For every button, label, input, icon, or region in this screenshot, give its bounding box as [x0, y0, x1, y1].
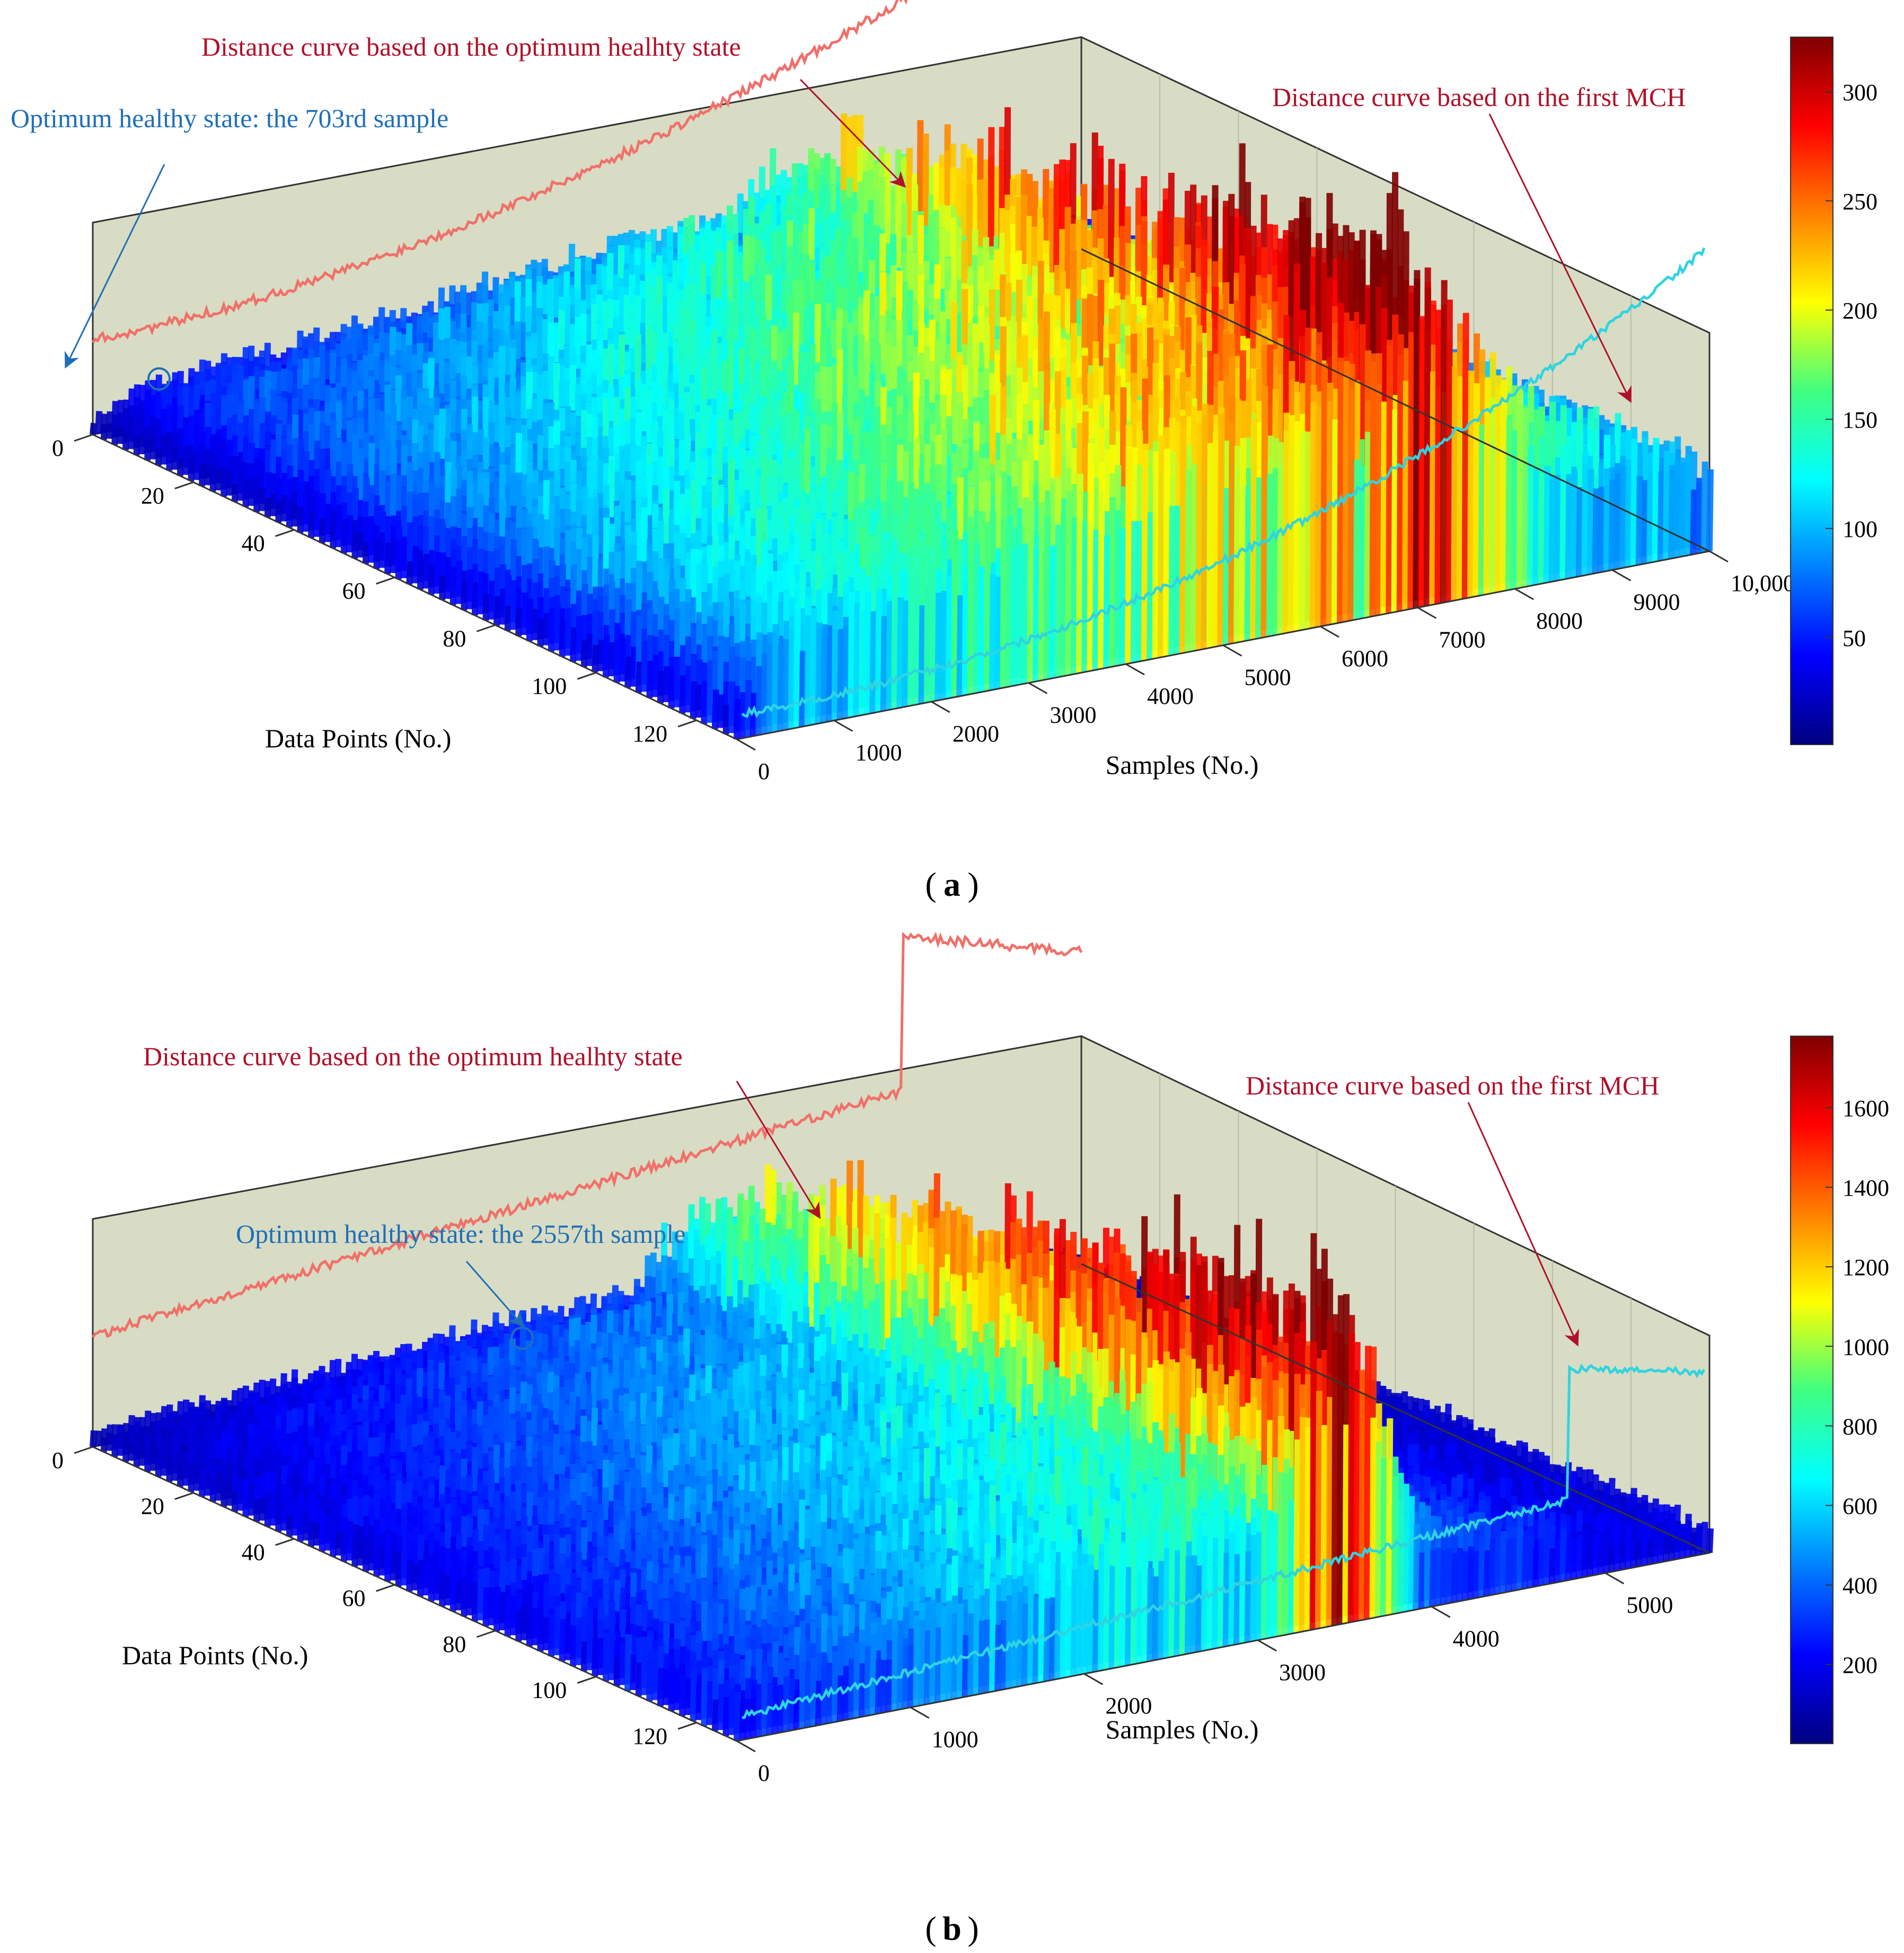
surface-bar	[340, 519, 348, 554]
surface-bar	[259, 488, 267, 511]
surface-bar	[95, 411, 103, 434]
surface-bar	[149, 438, 157, 460]
surface-bar	[264, 498, 272, 518]
surface-bar	[362, 542, 370, 564]
surface-bar	[144, 438, 152, 461]
surface-bar	[128, 425, 135, 449]
surface-bar	[330, 519, 338, 549]
surface-bar	[188, 457, 196, 481]
surface-bar	[138, 433, 146, 455]
surface-bar	[242, 480, 250, 507]
surface-bar	[122, 430, 130, 450]
surface-bar	[297, 507, 305, 533]
surface-bar	[155, 449, 163, 466]
surface-bar	[105, 423, 113, 439]
surface-bar	[384, 542, 392, 575]
surface-bar	[291, 503, 299, 527]
surface-bar	[335, 508, 343, 547]
surface-bar	[182, 446, 190, 475]
surface-bar	[100, 424, 108, 440]
surface-bar	[253, 486, 261, 512]
surface-bar	[160, 438, 168, 465]
surface-bar	[111, 425, 119, 445]
surface-bar	[231, 483, 239, 502]
surface-bar	[90, 422, 97, 435]
surface-bar	[368, 521, 376, 563]
surface-bar	[313, 497, 321, 537]
surface-bar	[193, 450, 201, 480]
surface-bar	[269, 493, 277, 517]
surface-bar	[286, 497, 294, 528]
surface-bar	[226, 473, 234, 496]
surface-bar	[248, 479, 255, 506]
surface-bar	[351, 532, 359, 559]
surface-bar	[221, 468, 228, 497]
surface-bar	[166, 442, 174, 471]
surface-bar	[357, 532, 365, 558]
panel-a: 010002000300040005000600070008000900010,…	[11, 0, 1877, 903]
surface-bar	[215, 470, 223, 491]
surface-bar	[198, 464, 206, 487]
surface-bar	[373, 538, 381, 569]
surface-bar	[171, 447, 179, 470]
surface-bar	[237, 471, 244, 501]
surface-bar	[307, 512, 315, 538]
surface-bar	[324, 503, 332, 542]
surface	[90, 107, 1714, 740]
surface-bar	[346, 515, 354, 553]
surface-bar	[378, 532, 386, 568]
surface-bar	[280, 494, 288, 522]
surface-bar	[302, 492, 310, 532]
surface-bar	[117, 428, 125, 444]
surface-bar	[319, 518, 327, 543]
surface-bar	[204, 465, 212, 485]
surface-bar	[133, 436, 141, 456]
surface-bar	[209, 465, 217, 492]
surface-bar	[390, 538, 398, 573]
surface-bar	[177, 458, 184, 476]
surface-bar	[275, 500, 283, 523]
